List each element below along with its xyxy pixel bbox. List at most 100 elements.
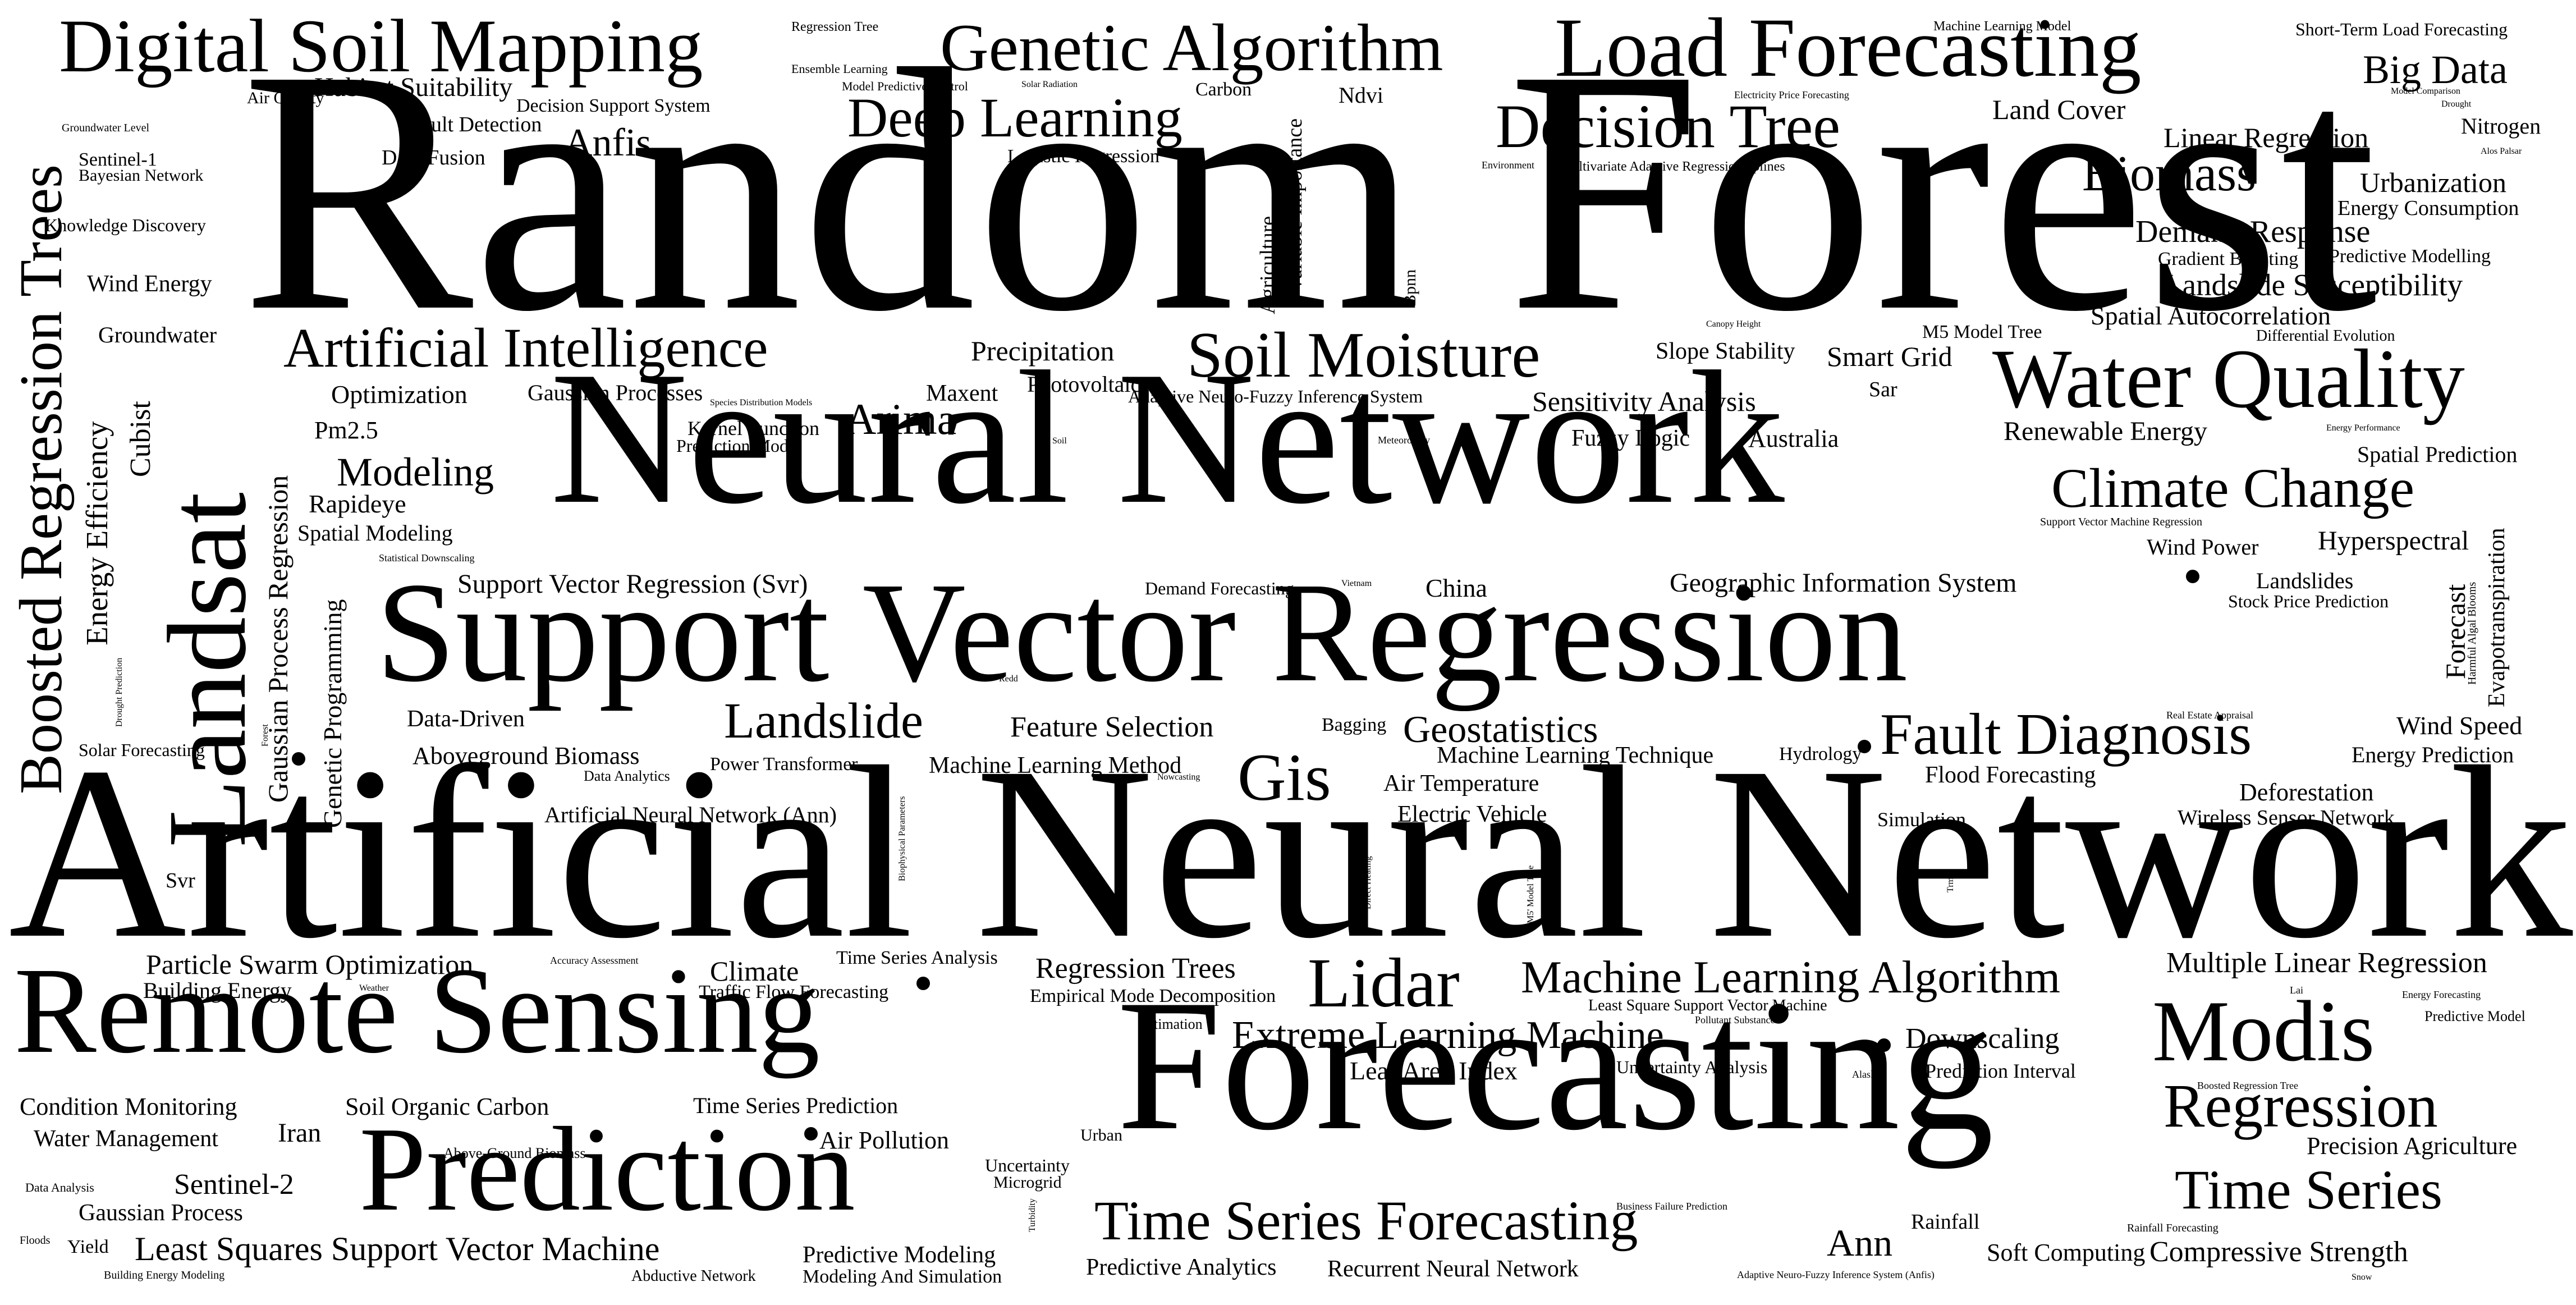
word-multiple-linear-regression: Multiple Linear Regression <box>2166 947 2487 979</box>
word-recurrent-neural-network: Recurrent Neural Network <box>1327 1256 1579 1282</box>
word-weather: Weather <box>359 983 389 993</box>
word-differential-evolution: Differential Evolution <box>2256 327 2395 345</box>
word-anfis: Anfis <box>564 121 652 164</box>
word-geostatistics: Geostatistics <box>1403 708 1598 750</box>
word-water-quality: Water Quality <box>1992 332 2465 425</box>
word-bagging: Bagging <box>1322 715 1387 735</box>
word-smart-grid: Smart Grid <box>1827 341 1952 372</box>
word-lai: Lai <box>2290 985 2303 996</box>
word-regression-tree: Regression Tree <box>791 20 879 34</box>
word-estimation: Estimation <box>1139 1016 1203 1032</box>
word-gradient-boosting: Gradient Boosting <box>2158 249 2299 269</box>
word-air-quality: Air Quality <box>247 89 324 107</box>
word-machine-learning-model: Machine Learning Model <box>1933 19 2071 34</box>
word-ndvi: Ndvi <box>1339 83 1383 108</box>
word-machine-learning-technique: Machine Learning Technique <box>1437 743 1714 768</box>
word-nowcasting: Nowcasting <box>1157 772 1200 782</box>
word-downscaling: Downscaling <box>1905 1023 2060 1055</box>
word-direct-heating: Direct Heating <box>1363 856 1373 909</box>
word-electricity-price-forecasting: Electricity Price Forecasting <box>1734 89 1849 100</box>
word-rapideye: Rapideye <box>309 489 406 518</box>
word-biophysical-parameters: Biophysical Parameters <box>897 796 907 881</box>
word-vietnam: Vietnam <box>1341 579 1372 588</box>
word-boosted-regression-tree: Boosted Regression Tree <box>2197 1080 2298 1091</box>
word-pm2-5: Pm2.5 <box>314 416 378 444</box>
word-real-estate-appraisal: Real Estate Appraisal <box>2166 709 2253 721</box>
word-modeling: Modeling <box>337 450 494 494</box>
word-aboveground-biomass: Aboveground Biomass <box>412 742 640 770</box>
word-fault-diagnosis: Fault Diagnosis <box>1880 701 2252 767</box>
word-canopy-height: Canopy Height <box>1706 319 1761 329</box>
word-prediction-model: Prediction Model <box>676 436 802 456</box>
word-groundwater: Groundwater <box>98 322 217 347</box>
word-precision-agriculture: Precision Agriculture <box>2307 1132 2518 1160</box>
word-sensitivity-analysis: Sensitivity Analysis <box>1532 386 1756 417</box>
word-business-failure-prediction: Business Failure Prediction <box>1616 1201 1727 1212</box>
word-turbidity: Turbidity <box>1028 1198 1037 1232</box>
word-species-distribution-models: Species Distribution Models <box>710 398 813 407</box>
word-uncertainty-analysis: Uncertainty Analysis <box>1616 1057 1768 1077</box>
word-cubist: Cubist <box>125 401 157 477</box>
word-gaussian-process-regression: Gaussian Process Regression <box>262 475 294 803</box>
word-data-analytics: Data Analytics <box>584 768 670 784</box>
word-genetic-programming: Genetic Programming <box>318 599 347 828</box>
word-modis: Modis <box>2152 983 2375 1079</box>
word-air-temperature: Air Temperature <box>1383 771 1539 796</box>
word-trmm: Trmm <box>1946 870 1955 892</box>
word-hydrology: Hydrology <box>1779 744 1862 764</box>
word-building-energy: Building Energy <box>143 978 292 1003</box>
word-land-cover: Land Cover <box>1992 94 2126 125</box>
word-feature-selection: Feature Selection <box>1010 711 1214 743</box>
word-groundwater-level: Groundwater Level <box>62 122 150 134</box>
word-bpnn: Bpnn <box>1401 269 1419 306</box>
word-water-management: Water Management <box>34 1126 218 1152</box>
word-soft-computing: Soft Computing <box>1987 1239 2146 1266</box>
dot-mark <box>1877 1038 1891 1052</box>
word-modeling-and-simulation: Modeling And Simulation <box>803 1266 1002 1287</box>
word-rainfall: Rainfall <box>1911 1210 1980 1234</box>
word-regression: Regression <box>2164 1072 2438 1140</box>
word-predictive-analytics: Predictive Analytics <box>1086 1254 1277 1280</box>
word-power-transformer: Power Transformer <box>710 754 858 775</box>
dot-mark <box>292 752 305 766</box>
word-geographic-information-system: Geographic Information System <box>1670 568 2017 598</box>
word-m5-model-tree: M5' Model Tree <box>1526 865 1535 923</box>
word-arima: Arima <box>845 395 957 443</box>
word-knowledge-discovery: Knowledge Discovery <box>45 215 207 235</box>
word-condition-monitoring: Condition Monitoring <box>20 1093 237 1120</box>
word-solar-forecasting: Solar Forecasting <box>79 740 205 760</box>
word-decision-tree: Decision Tree <box>1496 92 1841 161</box>
word-alaska: Alaska <box>1852 1069 1880 1080</box>
word-above-ground-biomass: Above-Ground Biomass <box>443 1145 586 1161</box>
word-artificial-neural-network: Artificial Neural Network <box>8 716 2573 990</box>
word-deforestation: Deforestation <box>2239 779 2374 806</box>
word-wind-energy: Wind Energy <box>87 271 212 297</box>
word-variable-importance: Variable Importance <box>1283 118 1307 292</box>
word-forecast: Forecast <box>2440 584 2471 679</box>
word-floods: Floods <box>20 1234 51 1247</box>
word-sar: Sar <box>1869 378 1897 401</box>
word-time-series-forecasting: Time Series Forecasting <box>1094 1189 1638 1252</box>
word-fuzzy-logic: Fuzzy Logic <box>1571 425 1690 451</box>
word-gaussian-process: Gaussian Process <box>79 1200 243 1226</box>
word-energy-performance: Energy Performance <box>2326 423 2400 433</box>
dot-mark <box>804 1127 818 1141</box>
word-energy-consumption: Energy Consumption <box>2337 196 2519 220</box>
word-multivariate-adaptive-regression-splines: Multivariate Adaptive Regression Splines <box>1560 159 1785 174</box>
word-predictive-model: Predictive Model <box>2424 1008 2525 1024</box>
word-forecasting: Forecasting <box>1117 961 1994 1169</box>
word-short-term-load-forecasting: Short-Term Load Forecasting <box>2295 19 2508 39</box>
word-machine-learning-method: Machine Learning Method <box>929 753 1182 779</box>
word-fault-detection: Fault Detection <box>410 113 542 136</box>
word-landslides: Landslides <box>2256 568 2354 593</box>
word-model-comparison: Model Comparison <box>2391 86 2460 96</box>
word-adaptive-neuro-fuzzy-inference-system: Adaptive Neuro-Fuzzy Inference System <box>1128 386 1423 406</box>
word-empirical-mode-decomposition: Empirical Mode Decomposition <box>1030 986 1276 1006</box>
word-australia: Australia <box>1748 425 1839 452</box>
word-energy-prediction: Energy Prediction <box>2352 742 2514 767</box>
word-sentinel-2: Sentinel-2 <box>174 1169 294 1201</box>
word-support-vector-machine-regression: Support Vector Machine Regression <box>2040 516 2203 528</box>
word-predictive-modelling: Predictive Modelling <box>2329 246 2491 267</box>
word-landslide: Landslide <box>724 693 923 749</box>
word-drought: Drought <box>2441 99 2472 109</box>
